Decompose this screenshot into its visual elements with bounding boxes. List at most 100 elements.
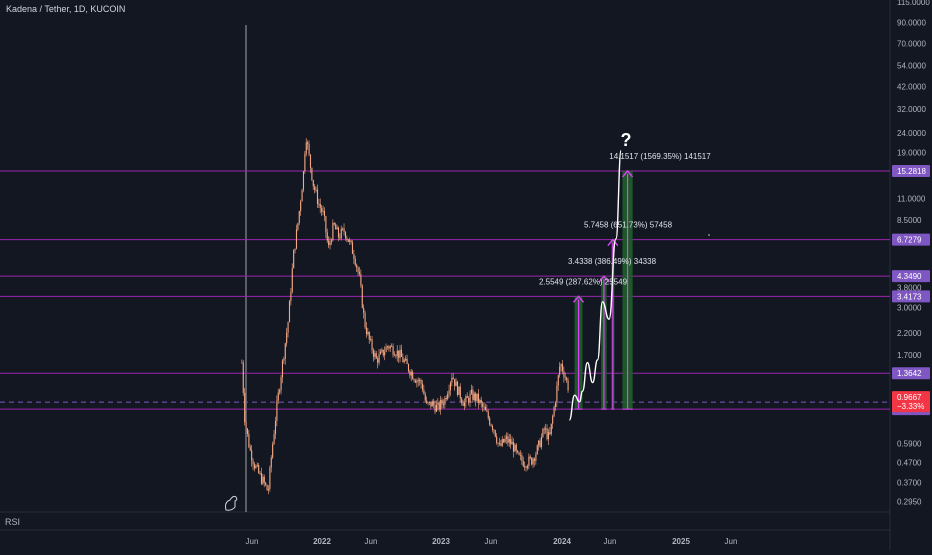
y-tick-label: 115.0000 [897,0,930,7]
candle-body [458,386,460,395]
candle-body [367,331,369,335]
candle-body [517,450,519,453]
candle-body [316,189,319,204]
candle-body [281,360,284,378]
y-tick-label: 42.0000 [897,82,926,91]
candle-body [456,381,459,395]
level-price-text: 3.4173 [897,292,922,301]
candle-body [441,399,443,404]
rsi-pane-label[interactable]: RSI [5,517,21,527]
candle-body [332,223,334,241]
candle-body [372,350,375,357]
candle-body [546,428,548,440]
candle-body [378,354,380,363]
x-tick-label: Jun [485,537,498,546]
candle-body [400,349,403,357]
candle-body [270,457,272,468]
x-tick-label: 2022 [313,537,331,546]
candle-body [323,210,326,217]
candle-body [333,223,335,225]
candle-body [245,422,247,429]
candle-body [476,393,478,401]
level-price-tag [892,164,930,177]
candle-body [290,292,292,302]
candle-body [274,421,277,435]
candle-body [287,322,289,333]
candle-body [388,346,390,349]
candle-body [559,366,561,376]
candle-body [440,399,442,410]
candle-body [267,489,270,491]
candle-body [435,404,438,412]
candle-body [346,237,348,240]
candle-body [368,331,370,340]
candle-body [547,432,550,440]
candle-body [469,393,471,403]
candle-body [407,364,410,372]
candle-body [531,457,533,465]
candle-body [556,385,558,403]
stray-dot [708,234,710,236]
level-price-tag [892,367,930,380]
candle-body [389,346,391,349]
candle-body [550,423,552,435]
candle-body [263,476,265,483]
candle-body [272,444,274,458]
candle-body [375,353,377,359]
candle-body [473,393,475,400]
candle-body [409,371,411,376]
candle-body [459,386,461,399]
candle-body [276,400,278,422]
current-price-tag [892,391,930,413]
candle-body [540,436,543,448]
candle-body [259,472,261,474]
candle-body [291,268,293,293]
candle-body [392,346,394,355]
y-tick-label: 2.2000 [897,329,922,338]
level-price-tag [892,270,930,283]
candle-body [554,402,557,408]
candle-body [249,447,251,451]
candle-body [504,438,506,443]
question-annotation: ? [621,130,632,150]
candle-body [269,467,271,490]
candle-body [542,428,544,437]
candle-body [538,440,540,446]
candle-body [328,240,330,246]
level-price-tag [892,233,930,246]
x-tick-label: 2024 [553,537,571,546]
candle-body [410,371,412,376]
candle-body [524,466,526,468]
candle-body [398,350,400,358]
level-price-text: 1.3642 [897,369,922,378]
candle-body [447,394,449,399]
candle-body [283,358,285,361]
candle-body [465,396,467,403]
candle-body [426,400,428,403]
candle-body [528,456,530,467]
candle-body [302,171,305,190]
candle-body [399,349,401,358]
y-tick-label: 54.0000 [897,61,926,70]
candle-body [286,332,288,344]
candle-body [563,371,565,378]
candle-body [493,429,495,431]
candle-body [503,439,505,443]
candle-body [363,307,365,313]
candle-body [539,440,541,448]
y-tick-label: 3.0000 [897,303,922,312]
candle-body [507,436,509,443]
candle-body [395,355,397,357]
candle-body [315,189,317,191]
candle-series [241,138,569,495]
candle-body [533,458,536,461]
candle-body [405,358,407,361]
candle-body [498,443,501,445]
candle-body [314,186,316,191]
candle-body [561,364,564,372]
y-tick-label: 0.5900 [897,439,922,448]
candle-body [508,439,510,443]
candle-body [514,444,516,452]
